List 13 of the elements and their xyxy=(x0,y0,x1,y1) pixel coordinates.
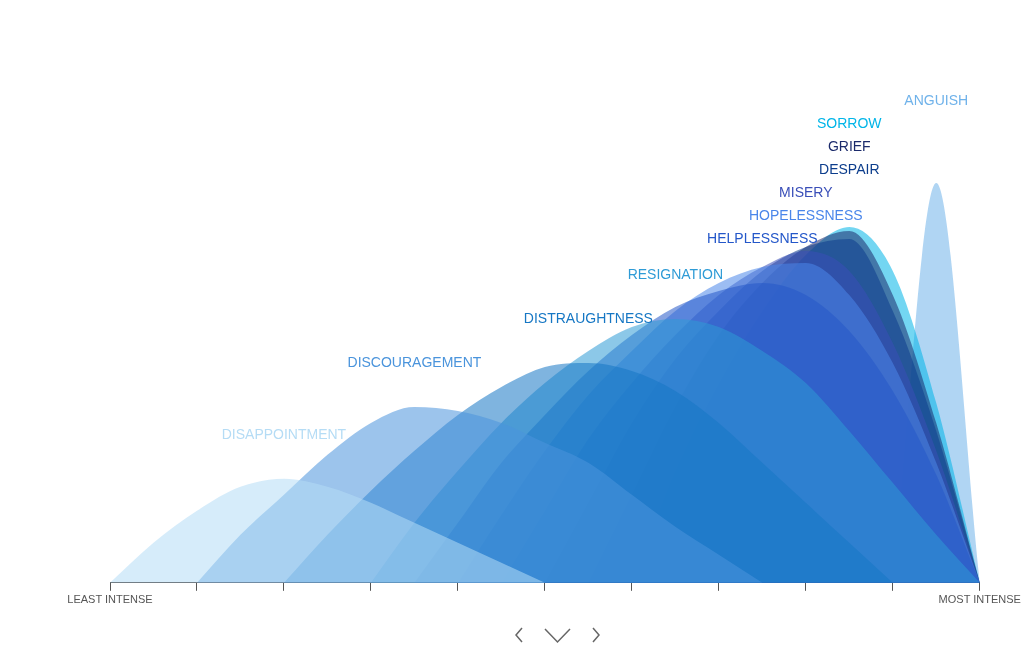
text: RESIGNATION xyxy=(627,265,724,282)
text: HOPELESSNESS xyxy=(748,206,863,223)
text: DESPAIR xyxy=(819,160,880,177)
text: DISTRAUGHTNESS xyxy=(523,309,653,326)
text: DISCOURAGEMENT xyxy=(347,353,482,370)
x-tick-label: LEAST INTENSE xyxy=(67,593,153,606)
text: DISAPPOINTMENT xyxy=(221,425,347,442)
text: ANGUISH xyxy=(904,91,969,108)
text: GRIEF xyxy=(827,137,871,154)
text: SORROW xyxy=(817,114,883,131)
x-tick-label: MOST INTENSE xyxy=(938,593,1021,606)
text: HELPLESSNESS xyxy=(707,229,818,246)
text: MISERY xyxy=(779,183,834,200)
